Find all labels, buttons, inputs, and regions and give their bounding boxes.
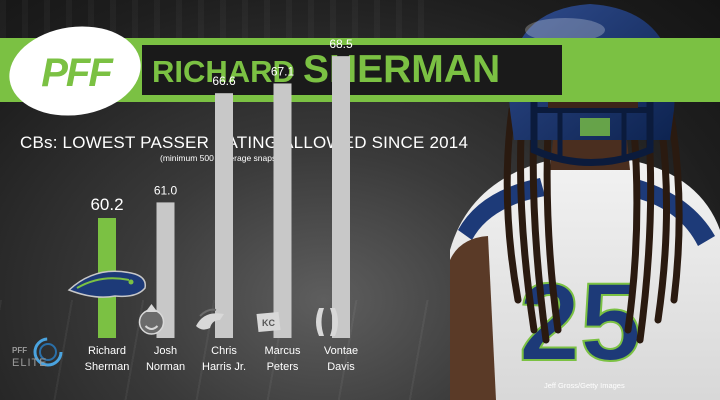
elite-label: ELITE — [12, 357, 48, 369]
data-label: 68.5 — [329, 37, 353, 51]
player-first-name: RICHARD — [152, 54, 295, 89]
data-label: 60.2 — [90, 195, 123, 214]
category-label: Sherman — [85, 361, 130, 373]
elite-pff-label: PFF — [12, 346, 28, 355]
category-label: Richard — [88, 345, 126, 357]
category-label: Josh — [154, 345, 177, 357]
category-label: Vontae — [324, 345, 358, 357]
pff-elite-logo — [33, 337, 63, 367]
bar — [332, 56, 350, 339]
pff-logo-text: PFF — [41, 51, 114, 95]
category-label: Norman — [146, 361, 185, 373]
svg-text:KC: KC — [262, 318, 275, 328]
photo-credit: Jeff Gross/Getty Images — [544, 381, 625, 390]
bar — [273, 83, 292, 338]
category-label: Chris — [211, 345, 237, 357]
bar — [156, 202, 175, 338]
seahawks-icon — [67, 270, 147, 298]
data-label: 66.6 — [212, 74, 236, 88]
colts-icon — [316, 308, 338, 336]
category-label: Harris Jr. — [202, 361, 246, 373]
chart-title: CBs: LOWEST PASSER RATING ALLOWED SINCE … — [20, 133, 469, 152]
redskins-icon — [138, 304, 165, 335]
pff-logo: PFF — [9, 26, 141, 116]
broncos-icon — [196, 308, 224, 330]
category-label: Davis — [327, 361, 355, 373]
data-label: 61.0 — [154, 183, 178, 197]
data-label: 67.1 — [271, 64, 295, 78]
bar — [215, 93, 233, 338]
category-label: Marcus — [264, 345, 301, 357]
header-name-panel — [142, 45, 562, 95]
chiefs-icon: KC — [256, 312, 281, 332]
category-label: Peters — [267, 361, 299, 373]
